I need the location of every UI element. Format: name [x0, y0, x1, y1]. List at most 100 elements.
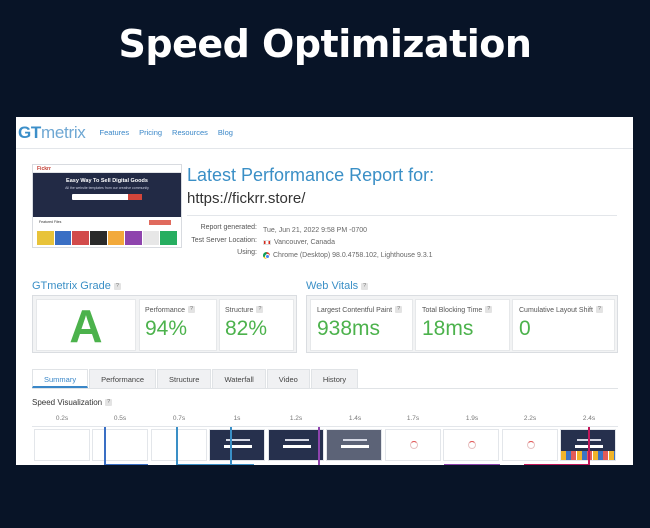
- cls-value: 0: [519, 317, 531, 340]
- nav-link-pricing[interactable]: Pricing: [139, 128, 163, 137]
- performance-cell: Performance? 94%: [139, 299, 217, 351]
- thumb-search-box: [72, 194, 142, 200]
- filmstrip-frame[interactable]: [34, 429, 90, 461]
- cls-cell: Cumulative Layout Shift? 0: [512, 299, 615, 351]
- tick-label: 2.2s: [523, 415, 537, 422]
- top-nav: GTmetrix Features Pricing Resources Blog: [16, 117, 633, 149]
- filmstrip-frame[interactable]: [385, 429, 441, 461]
- meta-key-location: Test Server Location:: [191, 236, 257, 244]
- tab-history[interactable]: History: [310, 369, 359, 388]
- loading-spinner-icon: [468, 441, 476, 449]
- tick-label: 1s: [233, 415, 241, 422]
- filmstrip-frame[interactable]: [502, 429, 558, 461]
- tbt-cell: Total Blocking Time? 18ms: [415, 299, 510, 351]
- speed-filmstrip: [32, 426, 618, 465]
- thumb-featured-label: Featured Files: [39, 220, 62, 224]
- marker-bar: [524, 464, 588, 465]
- tick-label: 0.7s: [172, 415, 186, 422]
- structure-value: 82%: [225, 317, 268, 340]
- meta-key-generated: Report generated:: [200, 224, 257, 231]
- meta-value-generated: Tue, Jun 21, 2022 9:58 PM -0700: [263, 226, 368, 234]
- performance-label: Performance: [145, 307, 186, 314]
- filmstrip-frame[interactable]: [326, 429, 382, 461]
- tick-label: 1.2s: [289, 415, 303, 422]
- filmstrip-frame[interactable]: [209, 429, 265, 461]
- marker-bar: [444, 464, 500, 465]
- loading-spinner-icon: [527, 441, 535, 449]
- marker-bar: [104, 464, 148, 465]
- help-icon[interactable]: ?: [395, 306, 403, 313]
- meta-value-location: Vancouver, Canada: [274, 239, 335, 247]
- loading-spinner-icon: [410, 441, 418, 449]
- tab-performance[interactable]: Performance: [89, 369, 157, 388]
- web-vitals-panel: Largest Contentful Paint? 938ms Total Bl…: [306, 295, 618, 353]
- divider: [187, 215, 617, 216]
- meta-value-using: Chrome (Desktop) 98.0.4758.102, Lighthou…: [273, 251, 433, 259]
- logo-gt: GT: [18, 122, 42, 142]
- lcp-label: Largest Contentful Paint: [317, 307, 393, 314]
- thumb-hero-sub: All the website templates from our creat…: [65, 186, 149, 190]
- report-url[interactable]: https://fickrr.store/: [187, 190, 306, 207]
- speed-visualization-title: Speed Visualization?: [32, 398, 113, 407]
- tab-video[interactable]: Video: [266, 369, 310, 388]
- gtmetrix-logo[interactable]: GTmetrix: [18, 123, 86, 143]
- structure-label: Structure: [225, 307, 254, 314]
- nav-link-resources[interactable]: Resources: [172, 128, 208, 137]
- help-icon[interactable]: ?: [105, 399, 113, 406]
- vitals-title: Web Vitals: [306, 280, 359, 292]
- grade-title: GTmetrix Grade: [32, 280, 111, 292]
- help-icon[interactable]: ?: [113, 283, 121, 290]
- performance-value: 94%: [145, 317, 188, 340]
- speed-timeline-ticks: 0.2s 0.5s 0.7s 1s 1.2s 1.4s 1.7s 1.9s 2.…: [32, 415, 618, 425]
- tab-waterfall[interactable]: Waterfall: [212, 369, 266, 388]
- tick-label: 1.9s: [465, 415, 479, 422]
- tick-label: 0.2s: [55, 415, 69, 422]
- cls-label: Cumulative Layout Shift: [519, 307, 593, 314]
- lcp-value: 938ms: [317, 317, 381, 340]
- vitals-section-title: Web Vitals?: [306, 280, 369, 292]
- chrome-icon: [263, 251, 270, 259]
- meta-key-using: Using:: [237, 249, 257, 256]
- filmstrip-frame[interactable]: [151, 429, 207, 461]
- site-screenshot-thumbnail[interactable]: Fickrr Easy Way To Sell Digital Goods Al…: [32, 164, 182, 248]
- marker-line: [176, 427, 178, 465]
- tbt-label: Total Blocking Time: [422, 307, 483, 314]
- marker-bar: [176, 464, 254, 465]
- help-icon[interactable]: ?: [256, 306, 264, 313]
- structure-cell: Structure? 82%: [219, 299, 294, 351]
- marker-line: [318, 427, 320, 465]
- canada-flag-icon: [263, 240, 271, 246]
- page-headline: Speed Optimization: [118, 22, 532, 66]
- nav-link-blog[interactable]: Blog: [217, 128, 233, 137]
- thumb-product-strip: [33, 231, 181, 247]
- filmstrip-frame[interactable]: [268, 429, 324, 461]
- filmstrip-frame[interactable]: [443, 429, 499, 461]
- tbt-value: 18ms: [422, 317, 474, 340]
- nav-link-features[interactable]: Features: [99, 128, 130, 137]
- lcp-cell: Largest Contentful Paint? 938ms: [310, 299, 413, 351]
- report-title: Latest Performance Report for:: [187, 165, 435, 185]
- grade-section-title: GTmetrix Grade?: [32, 280, 121, 292]
- report-meta: Report generated: Tue, Jun 21, 2022 9:58 …: [187, 224, 627, 262]
- gtmetrix-screenshot: GTmetrix Features Pricing Resources Blog…: [16, 117, 633, 465]
- filmstrip-frame[interactable]: [92, 429, 148, 461]
- thumb-hero-title: Easy Way To Sell Digital Goods: [66, 178, 148, 184]
- help-icon[interactable]: ?: [485, 306, 493, 313]
- tick-label: 2.4s: [582, 415, 596, 422]
- help-icon[interactable]: ?: [361, 283, 369, 290]
- speed-visualization-label: Speed Visualization: [32, 398, 103, 407]
- grade-letter: A: [36, 299, 136, 352]
- help-icon[interactable]: ?: [188, 306, 196, 313]
- tab-structure[interactable]: Structure: [157, 369, 212, 388]
- marker-line: [104, 427, 106, 465]
- tick-label: 1.7s: [406, 415, 420, 422]
- logo-metrix: metrix: [41, 122, 86, 142]
- marker-line: [588, 427, 590, 465]
- tick-label: 1.4s: [348, 415, 362, 422]
- report-tabs: Summary Performance Structure Waterfall …: [32, 369, 618, 389]
- grade-panel: A Performance? 94% Structure? 82%: [32, 295, 297, 353]
- marker-line: [230, 427, 232, 465]
- tick-label: 0.5s: [113, 415, 127, 422]
- help-icon[interactable]: ?: [595, 306, 603, 313]
- tab-summary[interactable]: Summary: [32, 369, 89, 388]
